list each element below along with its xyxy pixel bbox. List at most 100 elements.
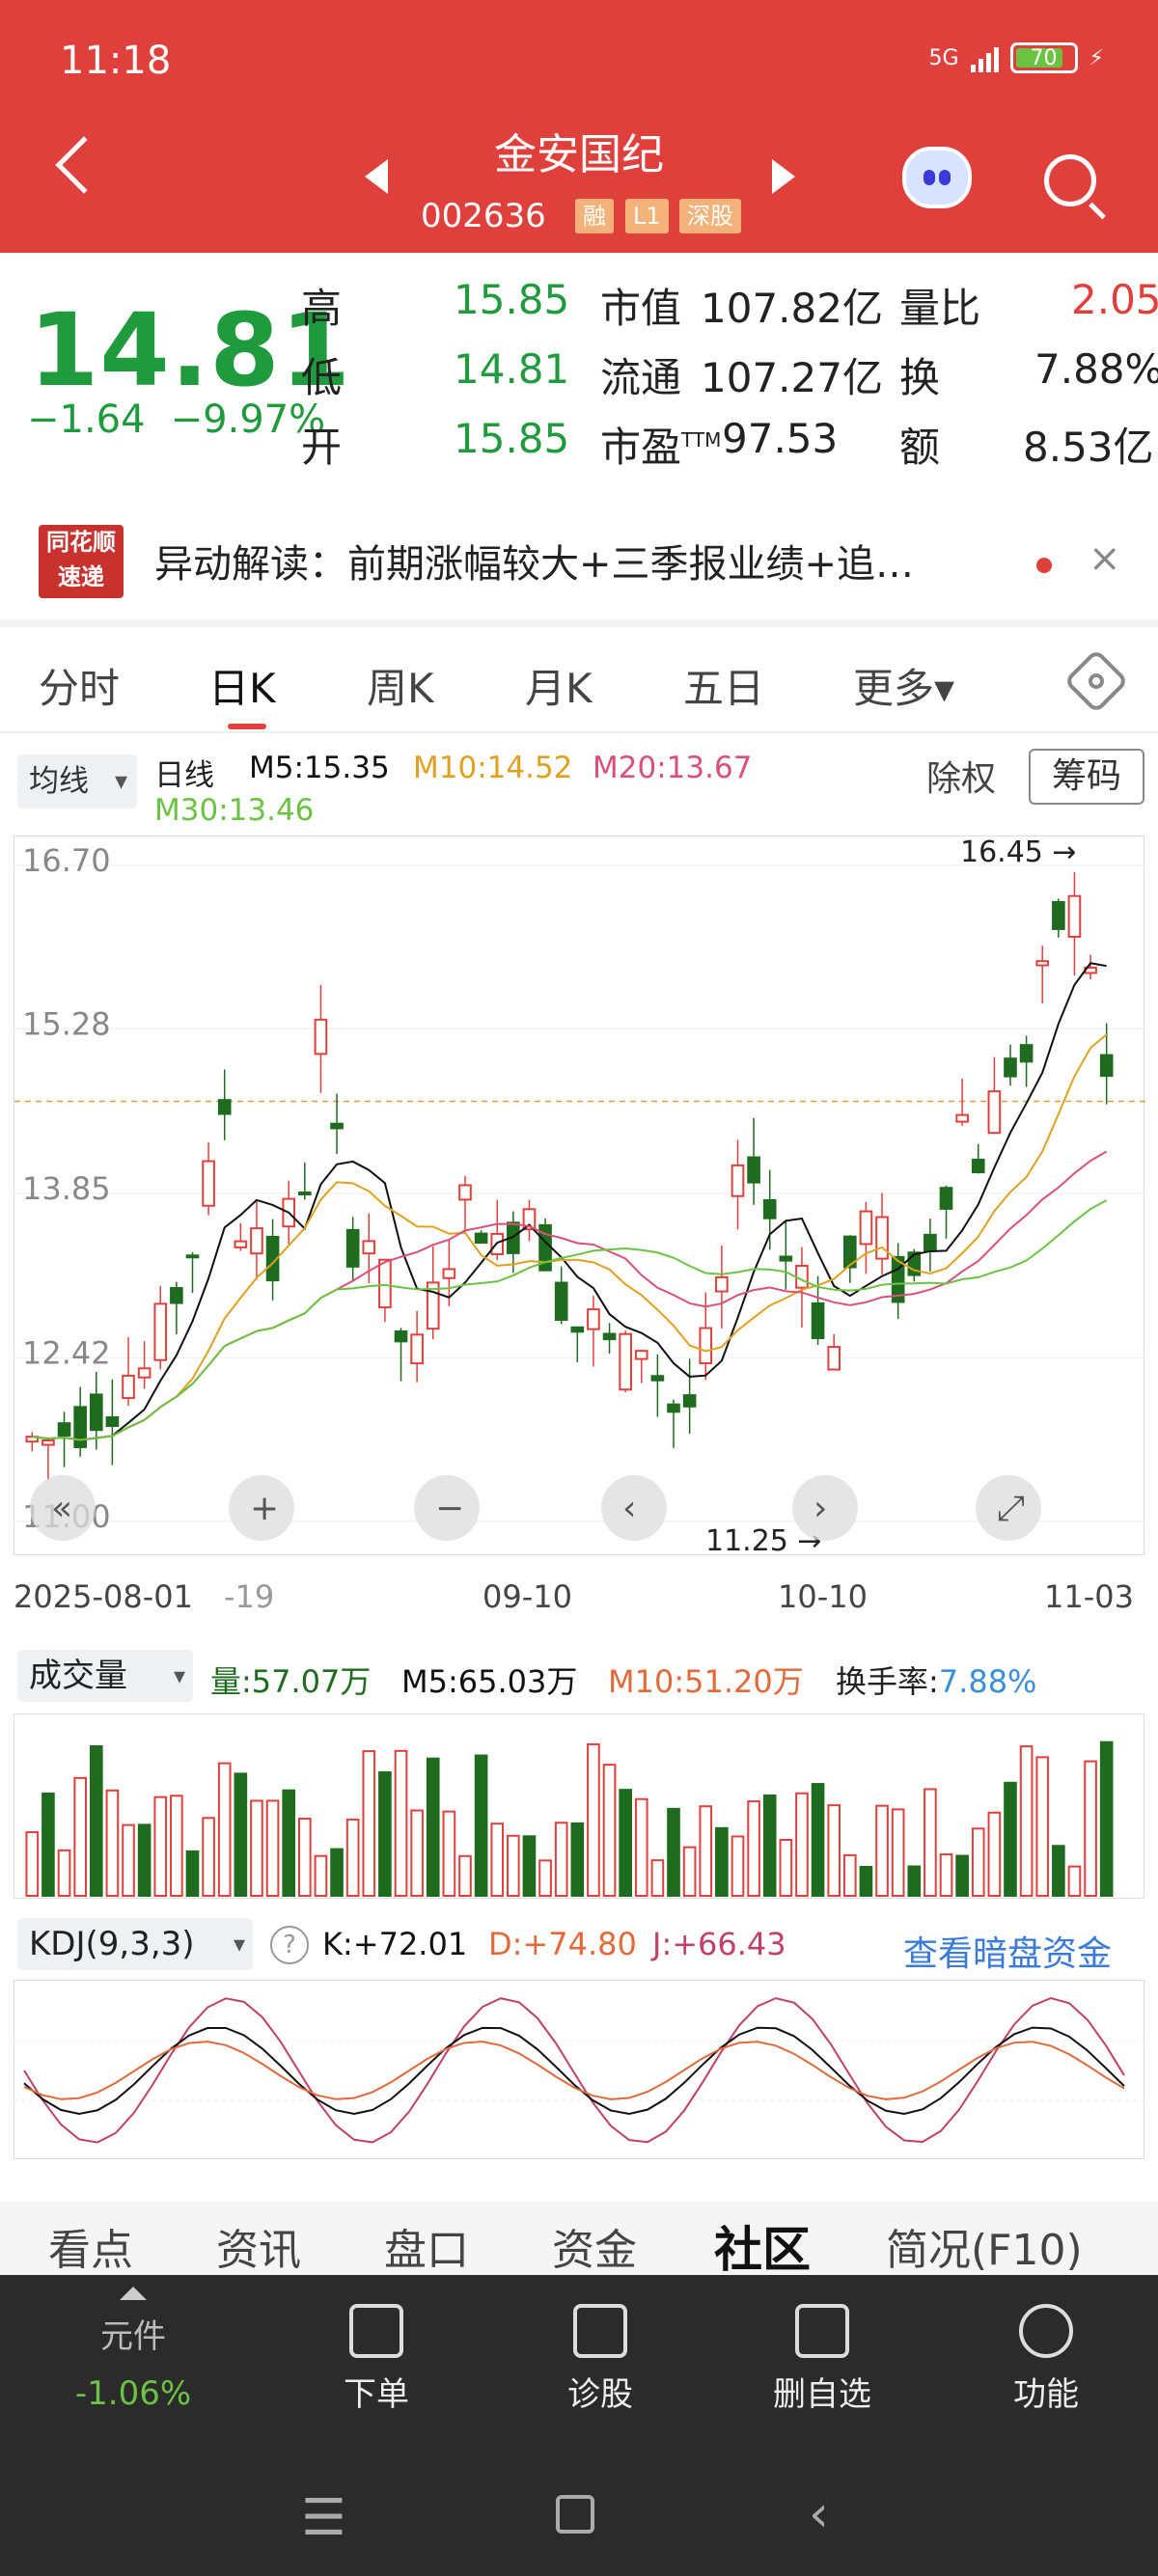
kdj-select[interactable]: KDJ(9,3,3) [17, 1918, 253, 1970]
volume-bar [907, 1865, 922, 1897]
assistant-robot-icon[interactable] [902, 147, 972, 208]
system-nav-bar: ☰ ‹ [0, 2468, 1158, 2564]
dock-remove-watchlist-button[interactable]: 删自选 [745, 2304, 899, 2415]
mcap-label: 市值 [600, 285, 682, 332]
volume-bar [859, 1865, 873, 1897]
volume-bar [250, 1799, 263, 1897]
dark-pool-link[interactable]: 查看暗盘资金 [903, 1934, 1113, 1974]
volume-bar [89, 1744, 103, 1898]
volume-bar [779, 1838, 793, 1897]
tag-level: L1 [625, 199, 669, 233]
tab-highlights[interactable]: 看点 [48, 2226, 133, 2275]
candle-body [522, 1208, 537, 1231]
close-icon[interactable]: × [1089, 536, 1121, 581]
adjust-button[interactable]: 除权 [926, 759, 997, 799]
volume-m10: M10:51.20万 [608, 1663, 804, 1700]
volume-bar [554, 1822, 568, 1897]
candle-body [137, 1367, 152, 1379]
ma5-line [32, 962, 1107, 1441]
kdj-svg [14, 1997, 1145, 2144]
ma5-value: M5:15.35 [249, 751, 390, 785]
back-nav-icon[interactable]: ‹ [809, 2485, 829, 2543]
volume-ratio-label: 量比 [899, 285, 981, 332]
unread-dot [1036, 558, 1052, 573]
ytick-label: 13.85 [22, 1170, 111, 1207]
sector-index[interactable]: 元件 -1.06% [56, 2287, 210, 2413]
volume-chart[interactable] [14, 1713, 1144, 1899]
turnover-value: 7.88% [1034, 345, 1158, 393]
candle-body [105, 1415, 120, 1427]
kdj-chart[interactable] [14, 1980, 1145, 2159]
candle-body [1099, 1054, 1114, 1078]
xtick-0: 2025-08-01 [14, 1578, 193, 1615]
candle-body [859, 1210, 873, 1246]
turnover-rate-label: 换手率:7.88% [836, 1663, 1037, 1700]
volume-bar [971, 1827, 985, 1897]
menu-nav-icon[interactable]: ☰ [301, 2489, 346, 2547]
candle-body [1052, 900, 1065, 930]
search-icon[interactable] [1044, 154, 1096, 206]
dock-diagnose-button[interactable]: 诊股 [523, 2304, 677, 2415]
volume-m5: M5:65.03万 [401, 1663, 578, 1700]
tab-more[interactable]: 更多▾ [853, 665, 955, 712]
settings-icon[interactable] [1063, 648, 1129, 714]
candle-body [345, 1228, 360, 1268]
volume-bar [842, 1853, 857, 1898]
volume-bar [442, 1810, 456, 1897]
candle-body [939, 1187, 953, 1210]
tab-news[interactable]: 资讯 [216, 2226, 301, 2275]
help-icon[interactable]: ? [270, 1926, 309, 1964]
ma10-value: M10:14.52 [413, 751, 573, 785]
volume-bar [1035, 1756, 1050, 1897]
news-text[interactable]: 异动解读：前期涨幅较大+三季报业绩+追… [154, 542, 915, 587]
low-value: 14.81 [454, 345, 570, 393]
amount-label: 额 [899, 424, 941, 471]
ma30-line [32, 1199, 1108, 1441]
candle-body [811, 1302, 825, 1340]
tab-weekly-k[interactable]: 周K [367, 665, 434, 712]
candle-body [25, 1436, 40, 1443]
turnover-label: 换 [899, 354, 941, 401]
volume-bar [507, 1834, 520, 1897]
volume-bar [474, 1754, 488, 1897]
home-nav-icon[interactable] [556, 2495, 594, 2534]
candle-body [170, 1287, 183, 1304]
tab-five-day[interactable]: 五日 [683, 665, 765, 712]
dock-order-button[interactable]: 下单 [299, 2304, 454, 2415]
chip-distribution-button[interactable]: 筹码 [1029, 749, 1144, 805]
candle-body [875, 1216, 889, 1260]
dock-function-button[interactable]: 功能 [969, 2304, 1123, 2415]
candle-body [314, 1018, 328, 1055]
volume-bar [234, 1772, 248, 1897]
chart-control-button [976, 1475, 1041, 1541]
volume-ratio-value: 2.05 [1071, 276, 1158, 323]
xtick-3: 10-10 [778, 1578, 868, 1615]
volume-bar [699, 1805, 713, 1897]
candle-body [634, 1350, 648, 1360]
status-time: 11:18 [60, 39, 172, 83]
tab-f10[interactable]: 简况(F10) [886, 2226, 1083, 2275]
sector-name: 元件 [100, 2317, 166, 2356]
candle-body [747, 1156, 760, 1184]
tab-monthly-k[interactable]: 月K [525, 665, 593, 712]
high-value: 15.85 [454, 276, 570, 323]
prev-stock-button[interactable] [365, 159, 388, 194]
indicator-select[interactable]: 均线 [17, 754, 137, 808]
volume-bar [345, 1818, 360, 1897]
candle-body [682, 1394, 697, 1408]
volume-select[interactable]: 成交量 [17, 1650, 193, 1702]
candle-body [924, 1233, 937, 1252]
candle-body [394, 1329, 408, 1343]
tab-community[interactable]: 社区 [714, 2222, 811, 2278]
news-ticker[interactable]: 同花顺 速递 异动解读：前期涨幅较大+三季报业绩+追… × [0, 507, 1158, 614]
tab-funds[interactable]: 资金 [552, 2226, 637, 2275]
tab-orderbook[interactable]: 盘口 [384, 2226, 469, 2275]
tab-intraday[interactable]: 分时 [39, 665, 121, 712]
expand-up-icon [120, 2287, 147, 2300]
ytick-label: 16.70 [22, 842, 111, 879]
amount-value: 8.53亿 [1023, 424, 1154, 471]
next-stock-button[interactable] [772, 159, 795, 194]
tab-daily-k[interactable]: 日K [208, 665, 276, 712]
mcap-value: 107.82亿 [701, 285, 883, 332]
